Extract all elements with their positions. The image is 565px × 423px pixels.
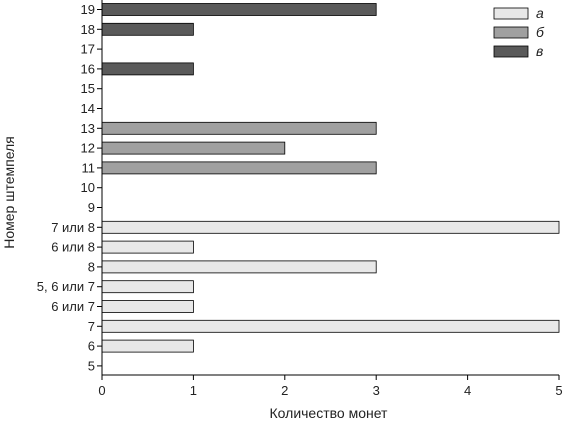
x-tick-label: 0 [98,383,105,398]
y-tick-label: 7 или 8 [51,220,95,235]
bar-в-18 [101,22,194,36]
y-tick-label: 12 [81,141,95,156]
y-tick-label: 13 [81,121,95,136]
bar-а-8 [101,260,377,274]
bar-б-13 [101,121,377,135]
y-tick-label: 14 [81,101,95,116]
y-tick-label: 5, 6 или 7 [37,279,95,294]
legend-swatch-0 [493,7,529,20]
bar-а-6-или-7 [101,300,194,313]
bar-а-7 [101,319,560,333]
bar-в-16 [101,62,194,76]
legend-label-0: а [536,5,544,21]
x-tick-label: 3 [373,383,380,398]
y-tick-label: 5 [88,358,95,373]
y-tick-label: 17 [81,42,95,57]
x-ticks: 0 1 2 3 4 5 [98,375,563,398]
y-tick-label: 8 [88,259,95,274]
y-tick-label: 6 или 8 [51,240,95,255]
y-axis-label: Номер штемпеля [1,136,17,249]
y-tick-label: 7 [88,319,95,334]
x-tick-label: 1 [190,383,197,398]
axes-layer [101,0,559,376]
x-tick-label: 2 [281,383,288,398]
bar-а-7-или-8 [101,220,560,234]
legend-label-1: б [536,24,545,40]
y-tick-label: 15 [81,81,95,96]
y-tick-label: 6 [88,339,95,354]
y-tick-label: 9 [88,200,95,215]
legend-swatch-2 [493,45,529,58]
y-tick-label: 16 [81,61,95,76]
legend-label-2: в [536,43,543,59]
y-tick-label: 10 [81,180,95,195]
x-tick-label: 5 [555,383,562,398]
y-ticks: 5 6 7 6 или 7 5, 6 или 7 8 6 или 8 7 или 8 9 10 11… [37,2,102,373]
bar-б-12 [101,141,286,155]
legend-swatch-1 [493,26,529,39]
y-tick-label: 19 [81,2,95,17]
x-tick-label: 4 [464,383,471,398]
bar-а-5-6-или-7 [101,280,194,294]
bar-б-11 [101,161,377,175]
bar-а-6-или-8 [101,240,194,254]
bar-в-19 [101,3,377,16]
y-tick-label: 6 или 7 [51,299,95,314]
y-tick-label: 18 [81,22,95,37]
y-tick-label: 11 [82,160,96,175]
legend: абв [493,5,545,59]
bars-layer [101,3,560,353]
bar-а-6 [101,339,194,353]
x-axis-label: Количество монет [270,405,389,421]
